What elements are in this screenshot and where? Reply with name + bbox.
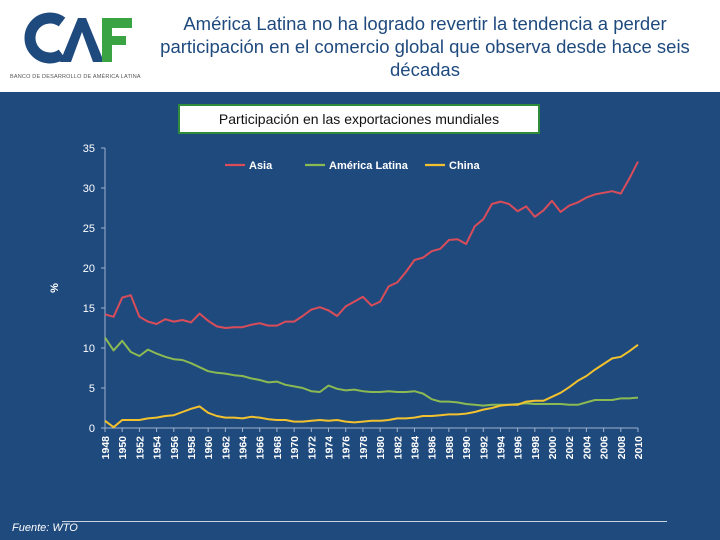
x-axis: 1948 1950 1952 1954 1956 1958 1960 1962 1964 1966… <box>100 427 645 460</box>
x-tick-label: 1986 <box>427 436 439 460</box>
source-divider <box>62 521 667 522</box>
x-tick-label: 1968 <box>272 436 284 460</box>
y-axis: 0 5 10 15 20 25 30 35 <box>83 143 106 435</box>
x-tick-label: 1982 <box>392 436 404 460</box>
chart-legend: Asia América Latina China <box>225 160 480 172</box>
x-tick-label: 2004 <box>581 436 593 460</box>
x-tick-label: 1990 <box>461 436 473 460</box>
x-tick-label: 2002 <box>564 436 576 460</box>
x-tick-label: 1952 <box>134 436 146 460</box>
x-tick-label: 2000 <box>547 436 559 460</box>
y-tick-label: 10 <box>83 343 95 355</box>
y-tick-label: 35 <box>83 143 95 155</box>
x-tick-label: 2008 <box>616 436 628 460</box>
x-tick-label: 1976 <box>341 436 353 460</box>
caf-logo: BANCO DE DESARROLLO DE AMÉRICA LATINA <box>10 8 141 88</box>
x-tick-label: 1998 <box>530 436 542 460</box>
x-tick-label: 1960 <box>203 436 215 460</box>
x-tick-label: 1964 <box>238 436 250 460</box>
y-tick-label: 20 <box>83 263 95 275</box>
y-tick-label: 15 <box>83 303 95 315</box>
x-tick-label: 1974 <box>324 436 336 460</box>
y-tick-label: 25 <box>83 223 95 235</box>
x-tick-label: 1962 <box>220 436 232 460</box>
x-tick-label: 1970 <box>289 436 301 460</box>
x-tick-label: 1966 <box>255 436 267 460</box>
legend-label: Asia <box>249 160 273 172</box>
x-tick-label: 2006 <box>599 436 611 460</box>
chart-subtitle: Participación en las exportaciones mundi… <box>178 104 540 134</box>
x-tick-label: 1954 <box>152 436 164 460</box>
series-line-américa-latina <box>104 337 639 407</box>
x-tick-label: 1994 <box>495 436 507 460</box>
x-tick-label: 1956 <box>169 436 181 460</box>
y-axis-label: % <box>49 283 61 293</box>
series-line-china <box>104 343 639 429</box>
logo-subtitle: BANCO DE DESARROLLO DE AMÉRICA LATINA <box>10 74 141 80</box>
header-bar: BANCO DE DESARROLLO DE AMÉRICA LATINA Am… <box>0 0 720 92</box>
x-tick-label: 1978 <box>358 436 370 460</box>
x-tick-label: 1972 <box>306 436 318 460</box>
x-tick-label: 1948 <box>100 436 112 460</box>
x-tick-label: 1988 <box>444 436 456 460</box>
x-tick-label: 1992 <box>478 436 490 460</box>
caf-logo-mark <box>24 12 132 64</box>
x-tick-label: 1950 <box>117 436 129 460</box>
series-line-asia <box>104 161 639 329</box>
chart-lines <box>104 161 639 429</box>
y-tick-label: 30 <box>83 183 95 195</box>
page-title: América Latina no ha logrado revertir la… <box>160 13 690 80</box>
x-tick-label: 1996 <box>513 436 525 460</box>
y-tick-label: 5 <box>89 383 95 395</box>
x-tick-label: 1984 <box>409 436 421 460</box>
x-tick-label: 1980 <box>375 436 387 460</box>
source-note: Fuente: WTO <box>12 522 78 534</box>
y-tick-label: 0 <box>89 423 95 435</box>
x-tick-label: 1958 <box>186 436 198 460</box>
x-tick-label: 2010 <box>633 436 645 460</box>
legend-label: China <box>449 160 480 172</box>
legend-label: América Latina <box>329 160 409 172</box>
